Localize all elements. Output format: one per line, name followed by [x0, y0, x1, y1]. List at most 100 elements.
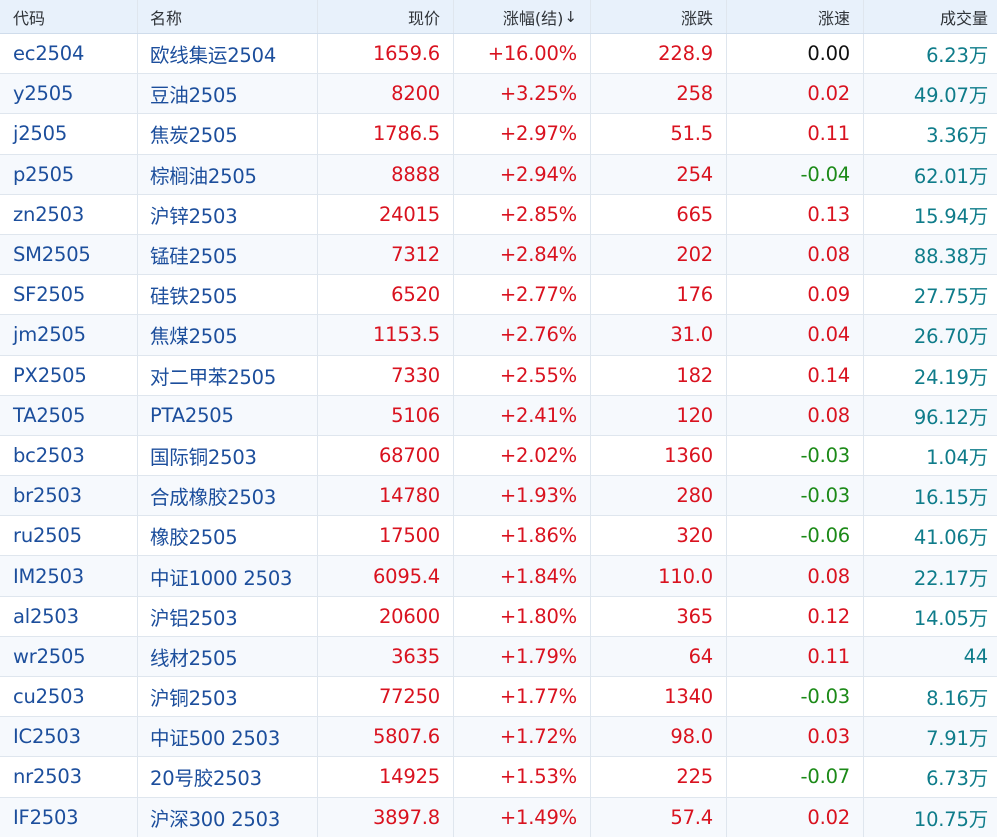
table-row[interactable]: SF2505 硅铁2505 6520 +2.77% 176 0.09 27.75万 [0, 275, 997, 316]
column-header-price[interactable]: 现价 [318, 0, 454, 33]
cell-name[interactable]: 硅铁2505 [138, 275, 318, 315]
column-header-change[interactable]: 涨跌 [591, 0, 727, 33]
cell-code[interactable]: bc2503 [0, 435, 138, 476]
cell-name[interactable]: PTA2505 [138, 395, 318, 435]
cell-change: 120 [591, 395, 727, 435]
cell-code[interactable]: ec2504 [0, 34, 138, 74]
cell-code[interactable]: IC2503 [0, 717, 138, 757]
cell-name[interactable]: 对二甲苯2505 [138, 355, 318, 395]
cell-price: 17500 [318, 516, 454, 556]
table-row[interactable]: y2505 豆油2505 8200 +3.25% 258 0.02 49.07万 [0, 74, 997, 115]
cell-name[interactable]: 沪深300 2503 [138, 797, 318, 837]
cell-speed: 0.09 [727, 275, 864, 315]
table-row[interactable]: zn2503 沪锌2503 24015 +2.85% 665 0.13 15.94万 [0, 194, 997, 235]
cell-name[interactable]: 橡胶2505 [138, 516, 318, 556]
cell-volume: 27.75万 [913, 285, 988, 309]
cell-code[interactable]: SM2505 [0, 234, 138, 275]
cell-price: 24015 [318, 194, 454, 234]
table-row[interactable]: jm2505 焦煤2505 1153.5 +2.76% 31.0 0.04 26.70万 [0, 315, 997, 356]
cell-volume: 10.75万 [913, 807, 988, 831]
cell-code[interactable]: ru2505 [0, 516, 138, 556]
cell-code[interactable]: wr2505 [0, 636, 138, 676]
cell-change: 228.9 [591, 34, 727, 74]
cell-code[interactable]: p2505 [0, 154, 138, 194]
table-row[interactable]: wr2505 线材2505 3635 +1.79% 64 0.11 44 [0, 636, 997, 677]
cell-change: 51.5 [591, 114, 727, 154]
table-row[interactable]: ru2505 橡胶2505 17500 +1.86% 320 -0.06 41.06万 [0, 516, 997, 557]
table-row[interactable]: bc2503 国际铜2503 68700 +2.02% 1360 -0.03 1.04万 [0, 435, 997, 477]
cell-name[interactable]: 欧线集运2504 [138, 34, 318, 74]
cell-code[interactable]: br2503 [0, 476, 138, 516]
cell-name[interactable]: 沪铜2503 [138, 677, 318, 717]
table-row[interactable]: IF2503 沪深300 2503 3897.8 +1.49% 57.4 0.02 10.7… [0, 797, 997, 837]
cell-price: 5106 [318, 395, 454, 435]
cell-price: 77250 [318, 677, 454, 717]
cell-code[interactable]: IM2503 [0, 556, 138, 596]
cell-name[interactable]: 合成橡胶2503 [138, 476, 318, 516]
column-header-name[interactable]: 名称 [138, 0, 318, 33]
column-header-code[interactable]: 代码 [0, 0, 138, 33]
cell-code[interactable]: SF2505 [0, 275, 138, 315]
cell-code[interactable]: j2505 [0, 114, 138, 154]
cell-name[interactable]: 沪铝2503 [138, 596, 318, 636]
table-row[interactable]: nr2503 20号胶2503 14925 +1.53% 225 -0.07 6.73万 [0, 757, 997, 798]
cell-name[interactable]: 中证500 2503 [138, 717, 318, 757]
cell-change: 64 [591, 636, 727, 676]
table-row[interactable]: cu2503 沪铜2503 77250 +1.77% 1340 -0.03 8.16万 [0, 677, 997, 718]
cell-speed: 0.11 [727, 636, 864, 676]
cell-speed: 0.14 [727, 355, 864, 395]
cell-change: 31.0 [591, 315, 727, 355]
table-row[interactable]: SM2505 锰硅2505 7312 +2.84% 202 0.08 88.38万 [0, 234, 997, 276]
cell-volume: 7.91万 [926, 727, 988, 751]
cell-code[interactable]: TA2505 [0, 395, 138, 435]
cell-name[interactable]: 中证1000 2503 [138, 556, 318, 596]
cell-code[interactable]: jm2505 [0, 315, 138, 355]
cell-code[interactable]: PX2505 [0, 355, 138, 395]
table-row[interactable]: br2503 合成橡胶2503 14780 +1.93% 280 -0.03 16.15万 [0, 476, 997, 517]
cell-change-percent: +1.93% [454, 476, 591, 516]
cell-code[interactable]: al2503 [0, 596, 138, 636]
cell-code[interactable]: y2505 [0, 74, 138, 114]
column-header-change-percent[interactable]: 涨幅(结) ↓ [454, 0, 591, 33]
table-row[interactable]: ec2504 欧线集运2504 1659.6 +16.00% 228.9 0.00 6.23… [0, 34, 997, 75]
table-row[interactable]: al2503 沪铝2503 20600 +1.80% 365 0.12 14.05万 [0, 596, 997, 637]
table-row[interactable]: p2505 棕榈油2505 8888 +2.94% 254 -0.04 62.01万 [0, 154, 997, 195]
cell-name[interactable]: 线材2505 [138, 636, 318, 676]
cell-speed: 0.11 [727, 114, 864, 154]
cell-name[interactable]: 焦煤2505 [138, 315, 318, 355]
cell-name[interactable]: 锰硅2505 [138, 234, 318, 275]
cell-price: 6095.4 [318, 556, 454, 596]
cell-volume: 16.15万 [913, 486, 988, 510]
cell-price: 8888 [318, 154, 454, 194]
column-header-speed[interactable]: 涨速 [727, 0, 864, 33]
cell-volume: 1.04万 [926, 445, 988, 469]
cell-name[interactable]: 沪锌2503 [138, 194, 318, 234]
cell-change-percent: +1.86% [454, 516, 591, 556]
cell-change-percent: +1.53% [454, 757, 591, 797]
cell-code[interactable]: cu2503 [0, 677, 138, 717]
cell-code[interactable]: nr2503 [0, 757, 138, 797]
cell-code[interactable]: zn2503 [0, 194, 138, 234]
cell-change: 665 [591, 194, 727, 234]
table-row[interactable]: TA2505 PTA2505 5106 +2.41% 120 0.08 96.12万 [0, 395, 997, 436]
cell-speed: -0.06 [727, 516, 864, 556]
column-header-volume[interactable]: 成交量 [939, 8, 988, 28]
cell-change: 98.0 [591, 717, 727, 757]
cell-code[interactable]: IF2503 [0, 797, 138, 837]
cell-name[interactable]: 国际铜2503 [138, 435, 318, 476]
cell-volume: 96.12万 [913, 405, 988, 429]
sort-descending-icon: ↓ [564, 7, 577, 26]
cell-name[interactable]: 焦炭2505 [138, 114, 318, 154]
cell-volume: 8.16万 [926, 687, 988, 711]
cell-name[interactable]: 20号胶2503 [138, 757, 318, 797]
table-row[interactable]: PX2505 对二甲苯2505 7330 +2.55% 182 0.14 24.19万 [0, 355, 997, 396]
table-row[interactable]: IC2503 中证500 2503 5807.6 +1.72% 98.0 0.03 7.91… [0, 717, 997, 758]
cell-change-percent: +1.79% [454, 636, 591, 676]
cell-price: 8200 [318, 74, 454, 114]
cell-change: 202 [591, 234, 727, 275]
table-row[interactable]: IM2503 中证1000 2503 6095.4 +1.84% 110.0 0.08 22… [0, 556, 997, 597]
cell-name[interactable]: 棕榈油2505 [138, 154, 318, 194]
table-row[interactable]: j2505 焦炭2505 1786.5 +2.97% 51.5 0.11 3.36万 [0, 114, 997, 155]
cell-name[interactable]: 豆油2505 [138, 74, 318, 114]
